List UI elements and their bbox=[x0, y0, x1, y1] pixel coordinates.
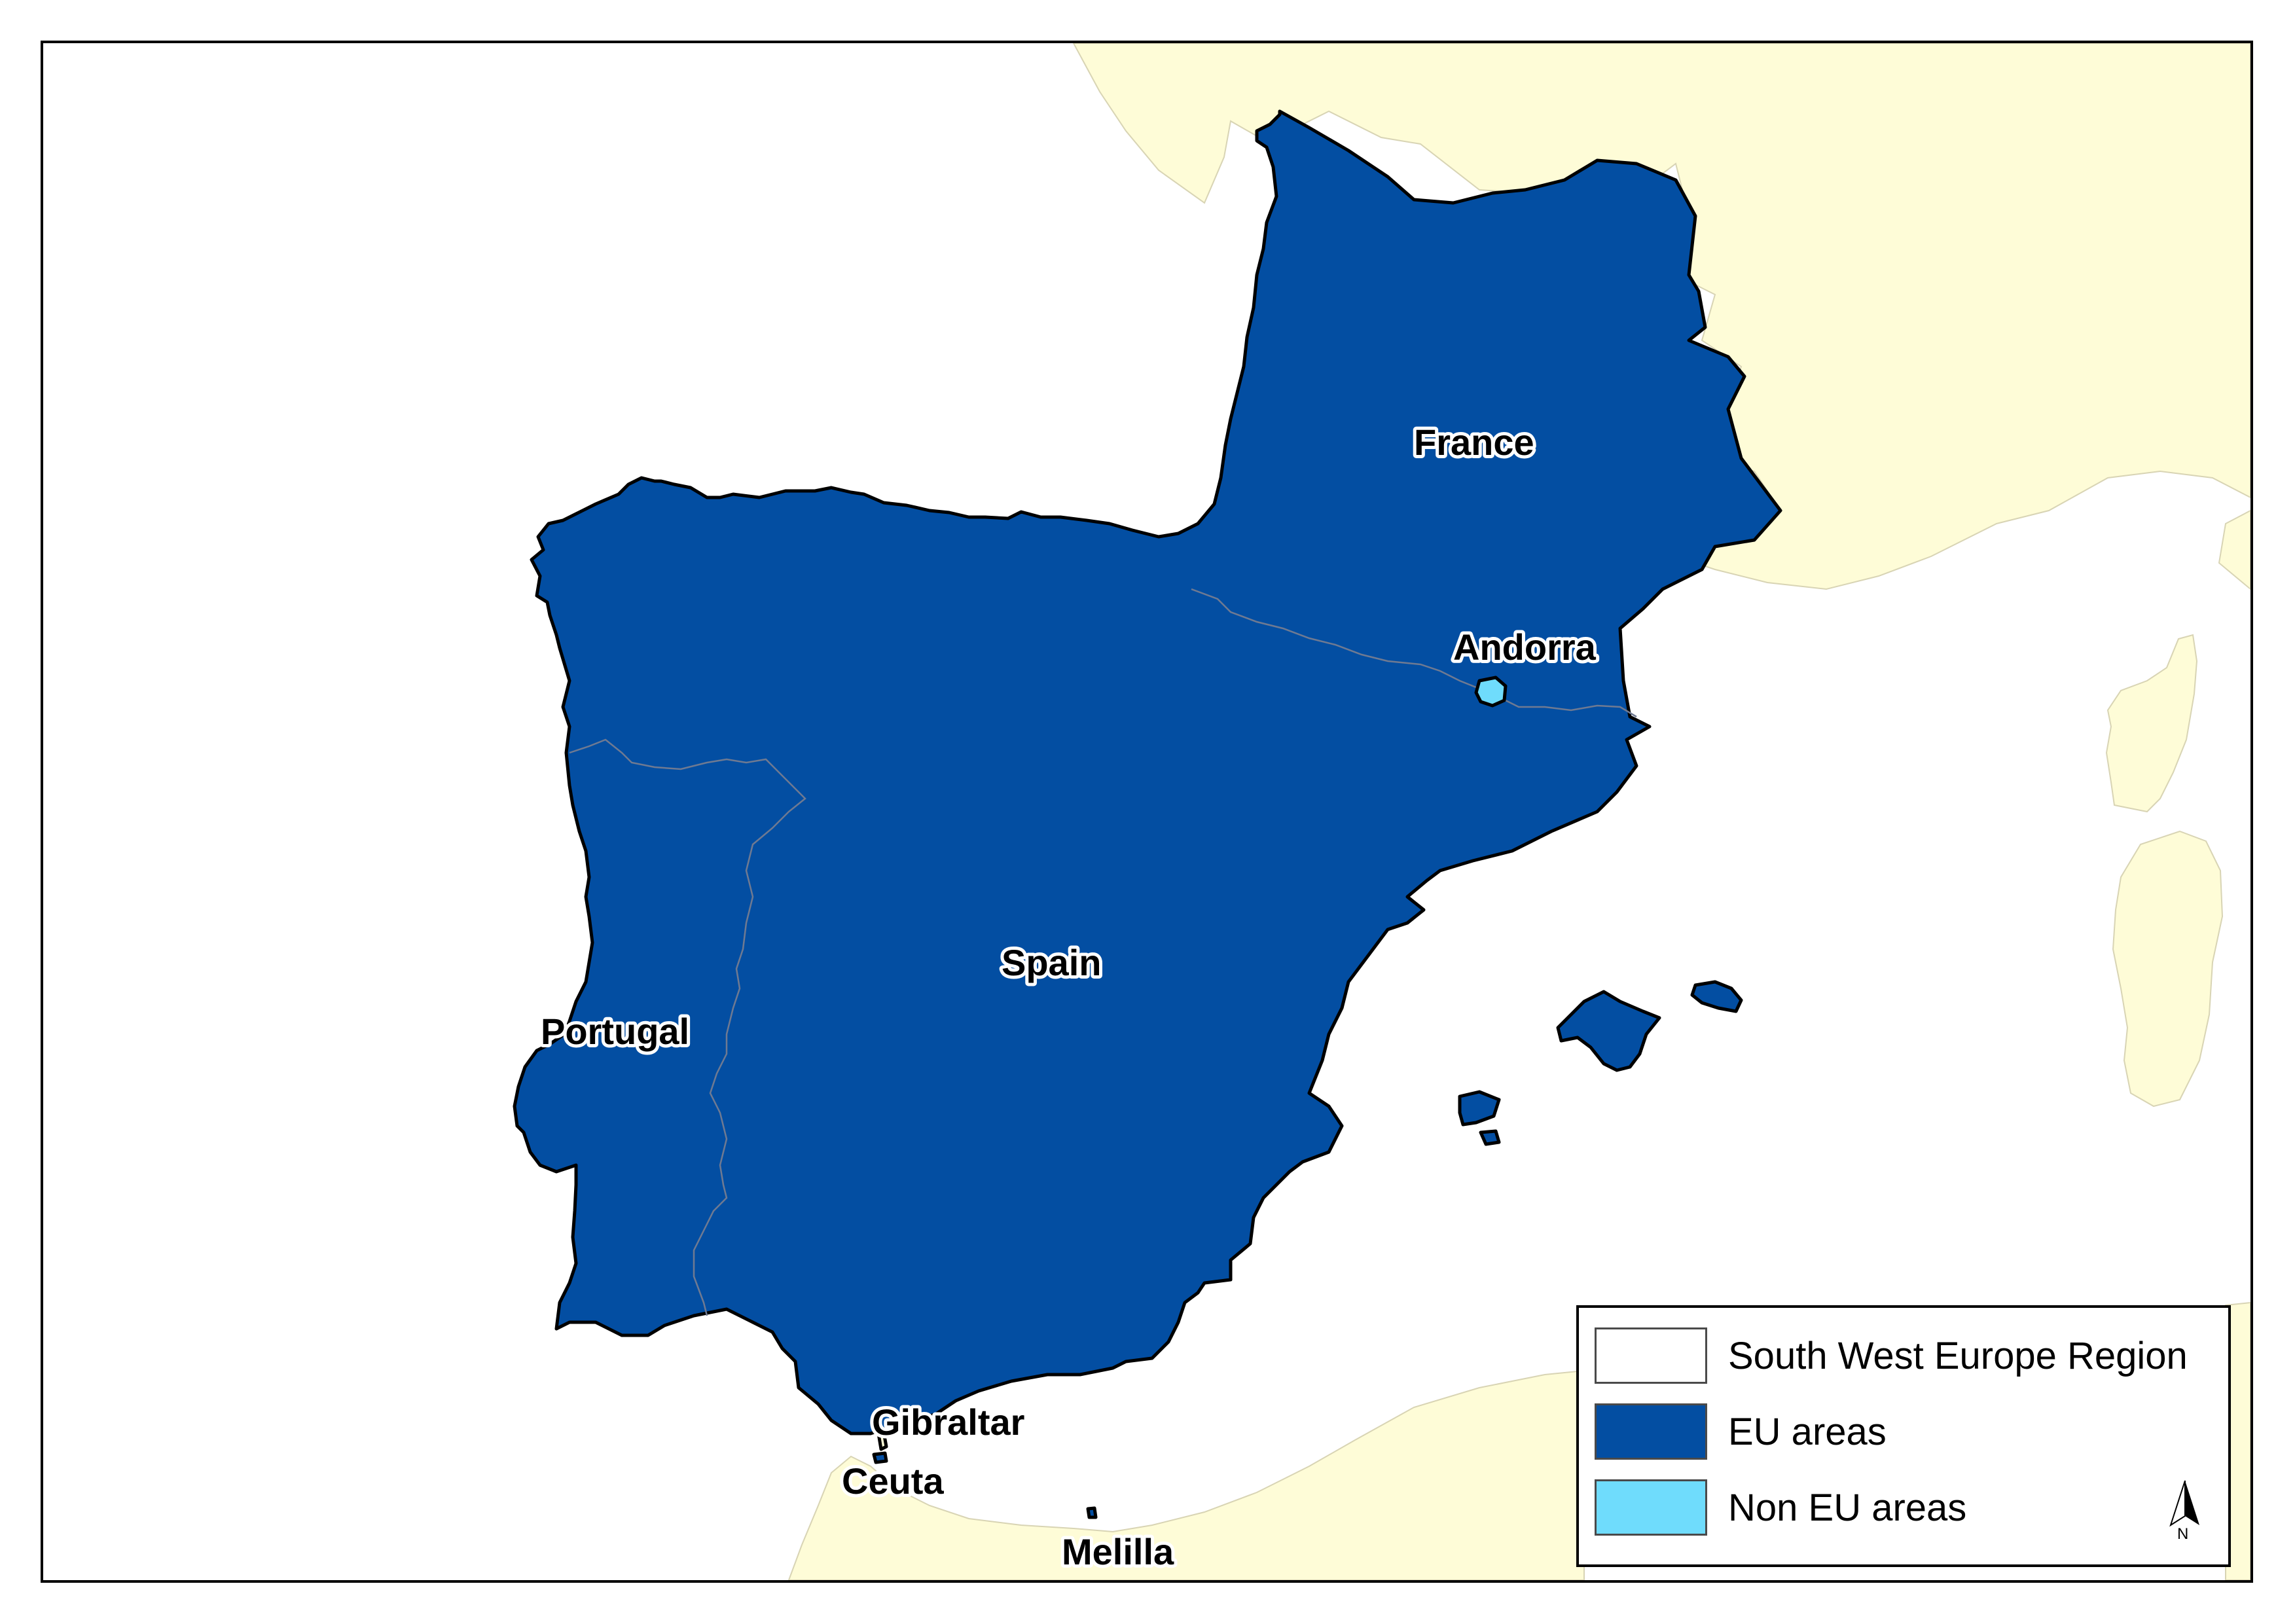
non-eu-andorra[interactable] bbox=[1474, 676, 1508, 708]
eu-island-mallorca[interactable] bbox=[1556, 990, 1661, 1072]
eu-island-formentera[interactable] bbox=[1479, 1129, 1501, 1146]
label-andorra: Andorra bbox=[1453, 626, 1597, 668]
label-spain: Spain bbox=[1002, 942, 1101, 983]
label-ceuta: Ceuta bbox=[842, 1460, 944, 1502]
legend-item-non-eu: Non EU areas bbox=[1595, 1479, 2210, 1538]
legend-label-non-eu: Non EU areas bbox=[1728, 1487, 1967, 1529]
melilla-area[interactable] bbox=[1086, 1506, 1098, 1519]
legend-label-eu: EU areas bbox=[1728, 1411, 1887, 1453]
label-france: France bbox=[1414, 422, 1534, 463]
eu-island-menorca[interactable] bbox=[1690, 980, 1743, 1013]
outside-land-sardinia bbox=[2112, 830, 2224, 1108]
map-legend: South West Europe Region EU areas Non EU… bbox=[1576, 1305, 2231, 1567]
eu-mainland-iberia-france[interactable] bbox=[513, 109, 1782, 1435]
outside-land-corsica bbox=[2105, 634, 2198, 813]
border-spain-portugal bbox=[569, 738, 806, 1316]
label-melilla: Melilla bbox=[1062, 1531, 1174, 1572]
eu-island-ibiza[interactable] bbox=[1458, 1090, 1501, 1127]
ceuta-area[interactable] bbox=[872, 1451, 888, 1464]
legend-item-eu: EU areas bbox=[1595, 1403, 2210, 1462]
legend-swatch-eu bbox=[1595, 1403, 1707, 1460]
legend-label-region: South West Europe Region bbox=[1728, 1335, 2188, 1377]
outside-land-italy bbox=[2218, 509, 2250, 590]
legend-swatch-non-eu bbox=[1595, 1479, 1707, 1536]
north-arrow-letter: N bbox=[2177, 1525, 2189, 1543]
outside-land-north-africa bbox=[787, 1369, 1585, 1580]
north-arrow-icon bbox=[2169, 1480, 2199, 1527]
label-gibraltar: Gibraltar bbox=[872, 1401, 1024, 1443]
legend-swatch-region bbox=[1595, 1327, 1707, 1384]
legend-item-region: South West Europe Region bbox=[1595, 1327, 2210, 1386]
border-france-spain bbox=[1191, 588, 1637, 718]
outside-land-europe bbox=[1072, 43, 2250, 590]
label-portugal: Portugal bbox=[541, 1011, 689, 1052]
gibraltar-area[interactable] bbox=[876, 1430, 888, 1451]
